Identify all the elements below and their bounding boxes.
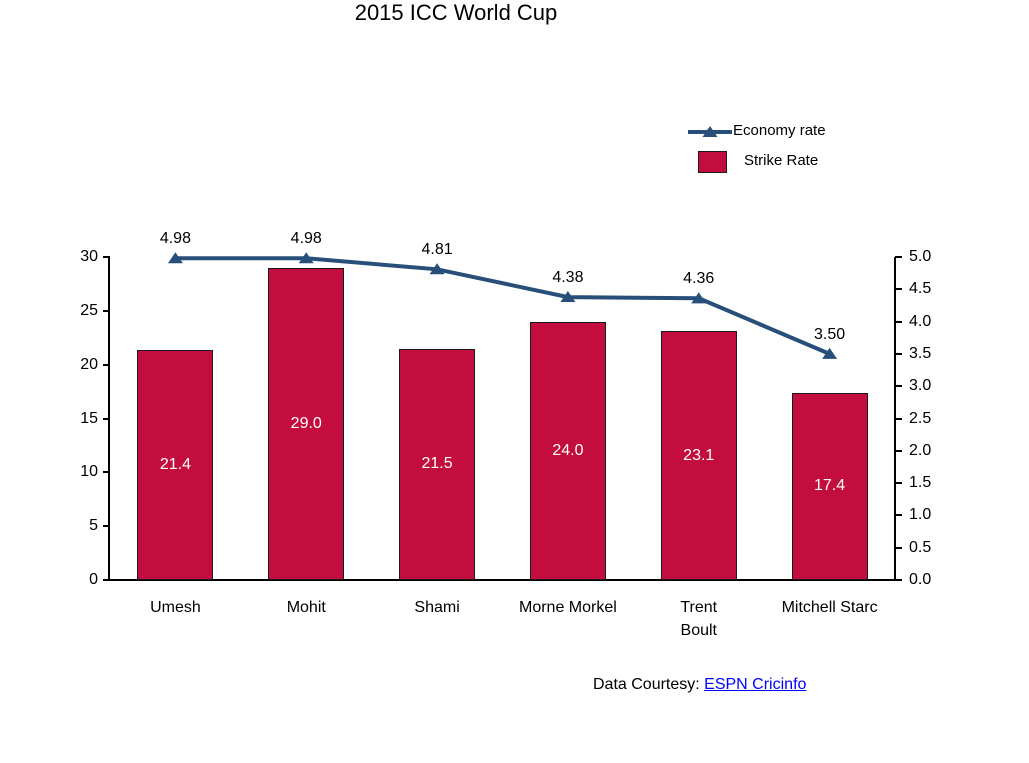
right-axis-tick xyxy=(895,449,902,452)
bar-value-label: 21.4 xyxy=(159,455,191,473)
line-marker-icon xyxy=(688,126,732,137)
category-label: Mitchell Starc xyxy=(781,599,878,616)
left-axis-tick-label: 25 xyxy=(80,301,98,319)
category-label: Mohit xyxy=(286,599,326,616)
right-axis-tick-label: 3.0 xyxy=(909,377,932,395)
triangle-marker-icon xyxy=(167,252,183,264)
right-axis-tick-label: 1.0 xyxy=(909,506,932,524)
right-axis-tick-label: 3.5 xyxy=(909,344,932,362)
right-axis-tick xyxy=(895,320,902,323)
legend-economy-rate-label: Economy rate xyxy=(733,122,826,139)
economy-value-label: 4.81 xyxy=(421,241,453,259)
economy-value-label: 3.50 xyxy=(814,325,846,343)
left-axis-tick-label: 0 xyxy=(89,571,98,588)
left-axis-tick xyxy=(103,363,110,366)
left-axis-tick-label: 20 xyxy=(80,355,98,373)
left-axis-tick-label: 5 xyxy=(89,517,98,535)
right-axis-tick-label: 0.5 xyxy=(909,538,932,556)
bar-swatch-icon xyxy=(698,151,727,173)
triangle-marker-icon xyxy=(429,263,445,275)
strike-rate-bar xyxy=(660,331,737,580)
right-axis-tick xyxy=(895,352,902,355)
left-axis-tick-label: 15 xyxy=(80,409,98,427)
bar-value-label: 24.0 xyxy=(552,441,584,459)
left-axis-tick-label: 30 xyxy=(80,248,98,265)
economy-value-label: 4.98 xyxy=(290,230,322,248)
right-axis-tick xyxy=(895,579,902,581)
economy-value-label: 4.98 xyxy=(159,230,191,248)
left-axis-tick xyxy=(103,256,110,258)
footer-text: Data Courtesy: ESPN Cricinfo xyxy=(593,676,806,694)
strike-rate-bar xyxy=(529,321,606,580)
triangle-marker-icon xyxy=(822,347,838,359)
economy-value-label: 4.38 xyxy=(552,269,584,287)
left-axis-tick xyxy=(103,579,110,581)
bar-value-label: 29.0 xyxy=(290,414,322,432)
category-label: Shami xyxy=(414,599,460,616)
espn-cricinfo-link[interactable]: ESPN Cricinfo xyxy=(704,676,807,693)
category-label: Umesh xyxy=(150,599,201,616)
right-axis-tick-label: 4.5 xyxy=(909,280,932,298)
left-axis-tick-label: 10 xyxy=(80,463,98,481)
strike-rate-bar xyxy=(791,392,868,580)
right-axis-tick-label: 5.0 xyxy=(909,248,932,265)
right-axis-tick xyxy=(895,256,902,258)
economy-value-label: 4.36 xyxy=(683,270,715,288)
strike-rate-bar xyxy=(399,348,476,580)
footer-prefix: Data Courtesy: xyxy=(593,676,705,693)
strike-rate-bar xyxy=(137,349,214,580)
right-axis-tick-label: 2.0 xyxy=(909,441,932,459)
right-axis-tick xyxy=(895,417,902,420)
right-axis-tick-label: 1.5 xyxy=(909,474,932,492)
bar-value-label: 21.5 xyxy=(421,455,453,473)
right-axis-tick-label: 0.0 xyxy=(909,571,932,588)
category-label: Trent Boult xyxy=(680,599,718,639)
triangle-marker-icon xyxy=(691,292,707,304)
right-axis-tick-label: 2.5 xyxy=(909,409,932,427)
left-axis-tick xyxy=(103,471,110,474)
right-axis-tick-label: 4.0 xyxy=(909,312,932,330)
left-axis-tick xyxy=(103,525,110,528)
right-axis-tick xyxy=(895,385,902,388)
right-axis-tick xyxy=(895,546,902,549)
legend: Economy rate Strike Rate xyxy=(686,120,886,180)
right-axis-tick xyxy=(895,288,902,291)
bar-value-label: 17.4 xyxy=(814,477,846,495)
triangle-marker-icon xyxy=(560,291,576,303)
bar-value-label: 23.1 xyxy=(683,446,715,464)
right-axis-tick xyxy=(895,482,902,485)
x-axis-line xyxy=(103,579,902,581)
left-axis-tick xyxy=(103,309,110,312)
chart-title: 2015 ICC World Cup xyxy=(354,0,558,25)
right-axis-tick xyxy=(895,514,902,517)
legend-strike-rate-label: Strike Rate xyxy=(744,152,819,169)
category-label: Morne Morkel xyxy=(519,599,617,616)
triangle-marker-icon xyxy=(298,252,314,264)
left-axis-tick xyxy=(103,417,110,420)
